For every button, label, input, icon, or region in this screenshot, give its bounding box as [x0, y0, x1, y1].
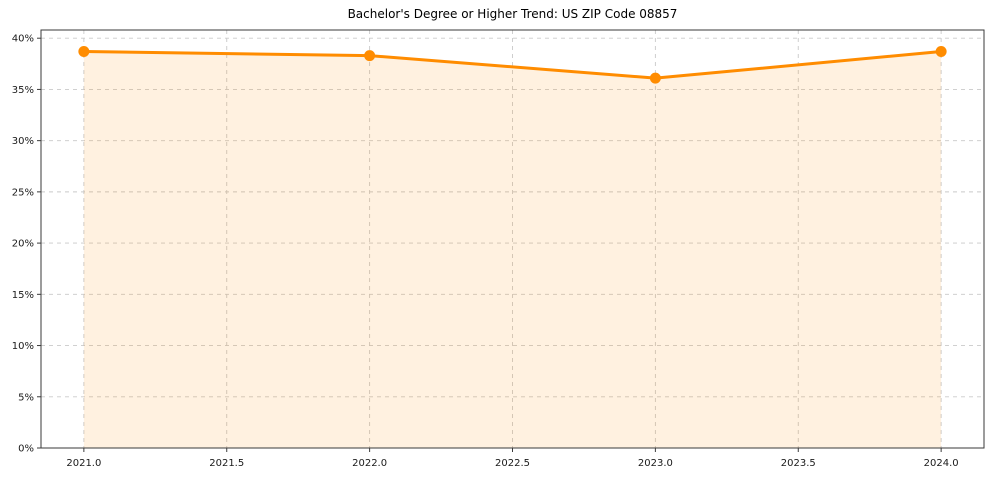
data-point-marker [364, 50, 376, 62]
x-tick-label: 2021.0 [66, 458, 101, 469]
y-tick-label: 35% [12, 85, 34, 96]
data-point-marker [935, 46, 947, 58]
y-tick-label: 30% [12, 136, 34, 147]
y-tick-label: 5% [18, 392, 34, 403]
y-tick-label: 0% [18, 444, 34, 455]
y-tick-label: 40% [12, 34, 34, 45]
x-tick-label: 2021.5 [209, 458, 244, 469]
y-tick-label: 10% [12, 341, 34, 352]
y-tick-label: 25% [12, 187, 34, 198]
data-point-marker [649, 72, 661, 84]
area-fill [83, 51, 942, 448]
x-tick-label: 2023.0 [638, 458, 673, 469]
data-point-marker [78, 46, 90, 58]
trend-line [82, 50, 943, 80]
x-tick-label: 2022.5 [495, 458, 530, 469]
x-tick-label: 2022.0 [352, 458, 387, 469]
y-tick-label: 20% [12, 239, 34, 250]
x-tick-label: 2023.5 [781, 458, 816, 469]
chart-title: Bachelor's Degree or Higher Trend: US ZI… [347, 7, 678, 21]
x-tick-label: 2024.0 [924, 458, 959, 469]
y-tick-label: 15% [12, 290, 34, 301]
